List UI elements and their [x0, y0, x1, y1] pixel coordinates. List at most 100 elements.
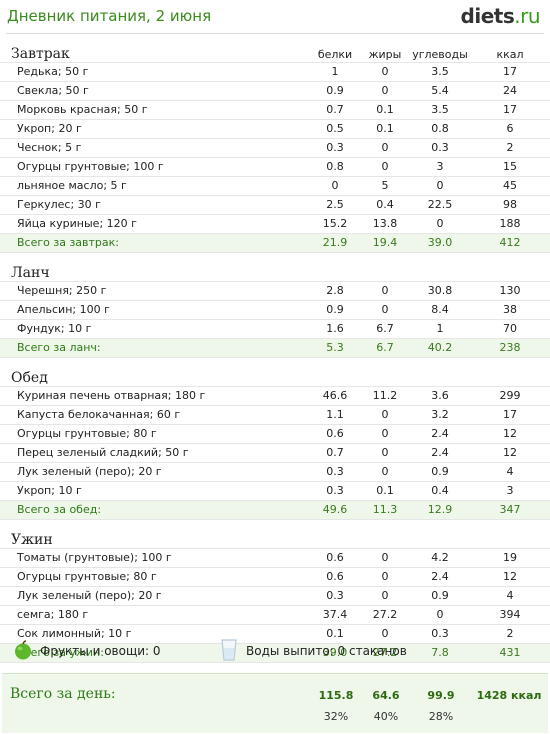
cell-carbs: 5.4 — [431, 84, 449, 97]
column-header-carbs: углеводы — [412, 48, 468, 61]
column-header-protein: белки — [317, 48, 353, 61]
meal-section: Обед Куриная печень отварная; 180 г 46.6 11… — [0, 358, 550, 520]
table-row[interactable]: Лук зеленый (перо); 20 г 0.3 0 0.9 4 — [0, 462, 550, 481]
table-row[interactable]: Огурцы грунтовые; 80 г 0.6 0 2.4 12 — [0, 567, 550, 586]
cell-protein: 0.6 — [326, 551, 344, 564]
column-header-fat: жиры — [368, 48, 402, 61]
cell-protein: 0.6 — [326, 427, 344, 440]
table-row[interactable]: Укроп; 10 г 0.3 0.1 0.4 3 — [0, 481, 550, 500]
table-row[interactable]: Геркулес; 30 г 2.5 0.4 22.5 98 — [0, 195, 550, 214]
food-name: Редька; 50 г — [17, 65, 89, 78]
cell-protein: 0.7 — [326, 446, 344, 459]
cell-carbs: 0.9 — [431, 589, 449, 602]
cell-kcal: 412 — [499, 236, 521, 249]
table-row[interactable]: Капуста белокачанная; 60 г 1.1 0 3.2 17 — [0, 405, 550, 424]
table-row[interactable]: Яйца куриные; 120 г 15.2 13.8 0 188 — [0, 214, 550, 233]
cell-protein: 0.7 — [326, 103, 344, 116]
table-row[interactable]: Редька; 50 г 1 0 3.5 17 — [0, 62, 550, 81]
cell-fat: 0 — [381, 160, 389, 173]
food-name: Укроп; 20 г — [17, 122, 82, 135]
cell-fat: 0 — [381, 570, 389, 583]
cell-carbs: 7.8 — [431, 646, 449, 659]
cell-fat: 13.8 — [372, 217, 398, 230]
meal-header: Обед — [0, 358, 550, 386]
cell-protein: 1 — [331, 65, 339, 78]
cell-carbs: 0 — [436, 179, 444, 192]
cell-protein: 0.9 — [326, 303, 344, 316]
cell-fat: 0 — [381, 284, 389, 297]
food-name: Чеснок; 5 г — [17, 141, 82, 154]
cell-kcal: 24 — [503, 84, 517, 97]
day-total-protein-pct: 32% — [323, 710, 349, 723]
meal-title: Завтрак — [11, 46, 70, 62]
cell-fat: 0.1 — [376, 103, 394, 116]
cell-fat: 0 — [381, 427, 389, 440]
table-row[interactable]: Лук зеленый (перо); 20 г 0.3 0 0.9 4 — [0, 586, 550, 605]
table-row[interactable]: Сок лимонный; 10 г 0.1 0 0.3 2 — [0, 624, 550, 643]
day-total-carbs: 99.9 — [427, 689, 455, 702]
table-row[interactable]: Перец зеленый сладкий; 50 г 0.7 0 2.4 12 — [0, 443, 550, 462]
table-row[interactable]: Чеснок; 5 г 0.3 0 0.3 2 — [0, 138, 550, 157]
day-total-protein: 115.8 — [318, 689, 354, 702]
meal-title: Ланч — [11, 265, 50, 281]
cell-fat: 11.3 — [372, 503, 398, 516]
day-total-label: Всего за день: — [10, 686, 116, 702]
cell-kcal: 130 — [499, 284, 521, 297]
table-row[interactable]: Огурцы грунтовые; 100 г 0.8 0 3 15 — [0, 157, 550, 176]
cell-kcal: 347 — [499, 503, 521, 516]
cell-protein: 1.6 — [326, 322, 344, 335]
day-total-kcal: 1428 ккал — [476, 689, 542, 702]
cell-protein: 2.5 — [326, 198, 344, 211]
cell-fat: 0 — [381, 446, 389, 459]
meal-total-label: Всего за завтрак: — [17, 236, 120, 249]
food-name: Геркулес; 30 г — [17, 198, 101, 211]
food-name: семга; 180 г — [17, 608, 89, 621]
cell-carbs: 0.4 — [431, 484, 449, 497]
cell-protein: 0.3 — [326, 141, 344, 154]
cell-carbs: 2.4 — [431, 446, 449, 459]
day-total-carbs-pct: 28% — [428, 710, 454, 723]
cell-carbs: 22.5 — [427, 198, 453, 211]
cell-fat: 0 — [381, 589, 389, 602]
meal-header: Ужин — [0, 520, 550, 548]
cell-kcal: 3 — [506, 484, 514, 497]
cell-fat: 0 — [381, 84, 389, 97]
cell-kcal: 17 — [503, 103, 517, 116]
cell-fat: 27.2 — [372, 608, 398, 621]
cell-kcal: 394 — [499, 608, 521, 621]
table-row[interactable]: Черешня; 250 г 2.8 0 30.8 130 — [0, 281, 550, 300]
table-row[interactable]: Укроп; 20 г 0.5 0.1 0.8 6 — [0, 119, 550, 138]
food-name: Черешня; 250 г — [17, 284, 107, 297]
cell-kcal: 98 — [503, 198, 517, 211]
food-name: Укроп; 10 г — [17, 484, 82, 497]
cell-carbs: 0.3 — [431, 627, 449, 640]
food-name: Сок лимонный; 10 г — [17, 627, 132, 640]
cell-fat: 5 — [381, 179, 389, 192]
divider — [6, 33, 544, 34]
cell-carbs: 3.5 — [431, 103, 449, 116]
table-row[interactable]: Морковь красная; 50 г 0.7 0.1 3.5 17 — [0, 100, 550, 119]
cell-fat: 6.7 — [376, 341, 394, 354]
table-row[interactable]: Фундук; 10 г 1.6 6.7 1 70 — [0, 319, 550, 338]
cell-protein: 1.1 — [326, 408, 344, 421]
meal-section: Ланч Черешня; 250 г 2.8 0 30.8 130 Апельсин; 1… — [0, 253, 550, 358]
cell-fat: 0 — [381, 408, 389, 421]
cell-kcal: 2 — [506, 141, 514, 154]
cell-carbs: 0.3 — [431, 141, 449, 154]
logo[interactable]: diets.ru — [461, 4, 541, 28]
cell-protein: 0.9 — [326, 84, 344, 97]
cell-fat: 11.2 — [372, 389, 398, 402]
meal-total-row: Всего за завтрак: 21.9 19.4 39.0 412 — [0, 233, 550, 253]
table-row[interactable]: семга; 180 г 37.4 27.2 0 394 — [0, 605, 550, 624]
food-name: Куриная печень отварная; 180 г — [17, 389, 206, 402]
table-row[interactable]: льняное масло; 5 г 0 5 0 45 — [0, 176, 550, 195]
table-row[interactable]: Куриная печень отварная; 180 г 46.6 11.2 3.… — [0, 386, 550, 405]
table-row[interactable]: Огурцы грунтовые; 80 г 0.6 0 2.4 12 — [0, 424, 550, 443]
water-label: Воды выпито: 0 стаканов — [246, 644, 407, 658]
cell-kcal: 70 — [503, 322, 517, 335]
table-row[interactable]: Свекла; 50 г 0.9 0 5.4 24 — [0, 81, 550, 100]
cell-fat: 0.4 — [376, 198, 394, 211]
table-row[interactable]: Апельсин; 100 г 0.9 0 8.4 38 — [0, 300, 550, 319]
table-row[interactable]: Томаты (грунтовые); 100 г 0.6 0 4.2 19 — [0, 548, 550, 567]
cell-carbs: 30.8 — [427, 284, 453, 297]
